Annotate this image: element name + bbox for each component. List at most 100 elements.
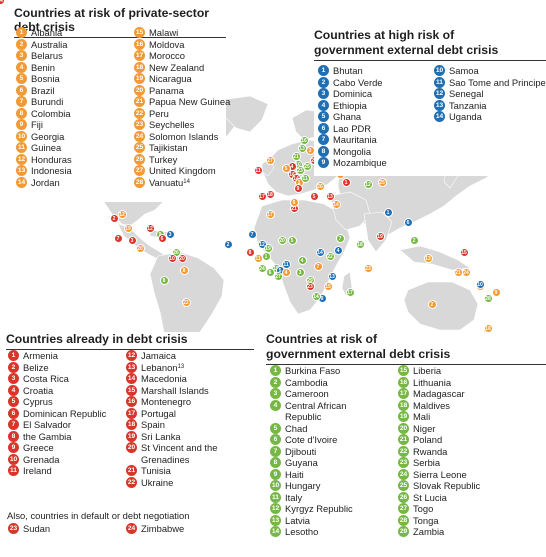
legend-country-name: Montenegro: [141, 396, 192, 407]
map-marker: 15: [459, 247, 469, 257]
map-marker: 7: [335, 233, 345, 243]
external-risk-title-2: government external debt crisis: [266, 347, 546, 365]
legend-number-badge: 17: [126, 407, 137, 419]
legend-number-badge: 7: [270, 445, 281, 457]
legend-country-name: Solomon Islands: [149, 130, 219, 142]
legend-country-name: Djibouti: [285, 445, 317, 457]
map-marker: 17: [345, 287, 355, 297]
legend-number-badge: 5: [16, 73, 27, 84]
legend-number-badge: 23: [398, 457, 409, 468]
legend-number-badge: 27: [398, 503, 409, 514]
map-marker: 3: [165, 229, 175, 239]
legend-number-badge: 10: [434, 65, 445, 76]
legend-number-badge: 1: [16, 27, 27, 38]
external-risk-title-1: Countries at risk of: [266, 332, 378, 346]
legend-country-name: Jamaica: [141, 350, 176, 361]
map-marker: 23: [363, 263, 373, 273]
legend-number-badge: 3: [8, 373, 19, 384]
map-marker: 7: [113, 233, 123, 243]
legend-number-badge: 22: [398, 445, 409, 457]
legend-country-name: Tajikistan: [149, 142, 188, 153]
map-marker: 6: [289, 197, 299, 207]
legend-number-badge: 15: [398, 365, 409, 376]
australia-landmass: [403, 281, 479, 331]
map-marker: 13: [423, 253, 433, 263]
legend-number-badge: 11: [16, 142, 27, 153]
legend-number-badge: 9: [270, 468, 281, 480]
legend-country-name: Slovak Republic: [413, 480, 481, 491]
legend-country-name: Madagascar: [413, 388, 465, 399]
map-marker: 12: [363, 179, 373, 189]
legend-country-name: Hungary: [285, 480, 321, 491]
legend-country-name: Lebanon13: [141, 361, 185, 373]
legend-number-badge: 14: [270, 526, 281, 537]
map-marker: 11: [281, 259, 291, 269]
map-marker: 22: [325, 251, 335, 261]
legend-country-name: Burundi: [31, 96, 64, 107]
legend-country-name: Bosnia: [31, 73, 60, 84]
map-marker: 13: [297, 143, 307, 153]
map-marker: 18: [265, 189, 275, 199]
legend-country-name: Sudan: [23, 523, 51, 534]
legend-number-badge: 9: [8, 442, 19, 453]
legend-country-name: Panama: [149, 84, 184, 96]
legend-footnote: 14: [183, 178, 190, 185]
map-marker: 24: [461, 267, 471, 277]
map-marker: 6: [157, 233, 167, 243]
legend-country-name: Dominica: [333, 88, 373, 99]
map-marker: 6: [265, 267, 275, 277]
legend-country-name: Latvia: [285, 514, 311, 526]
legend-number-badge: 2: [270, 376, 281, 388]
legend-country-name: Cameroon: [285, 388, 329, 399]
map-marker: 2: [223, 239, 233, 249]
map-marker: 5: [309, 191, 319, 201]
map-marker: 20: [135, 243, 145, 253]
external-high-risk-title-1: Countries at high risk of: [314, 28, 455, 42]
map-marker: 15: [323, 281, 333, 291]
legend-country-name: Ukraine: [141, 476, 174, 488]
legend-number-badge: 2: [8, 361, 19, 373]
legend-country-name: Grenada: [23, 453, 60, 465]
legend-country-name: Albania: [31, 27, 63, 38]
legend-country-name: El Salvador: [23, 419, 71, 430]
legend-country-name: Tanzania: [449, 99, 487, 111]
map-marker: 23: [305, 281, 315, 291]
map-marker: 11: [300, 173, 310, 183]
legend-number-badge: 5: [270, 422, 281, 434]
legend-country-name: Bhutan: [333, 65, 363, 76]
legend-number-badge: 24: [134, 130, 145, 142]
map-marker: 11: [253, 253, 263, 263]
legend-country-name: Liberia: [413, 365, 442, 376]
map-marker: 26: [315, 181, 325, 191]
legend-number-badge: 12: [270, 503, 281, 514]
legend-number-badge: 4: [8, 384, 19, 396]
legend-country-name: Vanuatu14: [149, 176, 190, 188]
legend-number-badge: 26: [134, 153, 145, 165]
legend-country-name: Malawi: [149, 27, 179, 38]
legend-number-badge: 10: [270, 480, 281, 491]
map-marker: 12: [145, 223, 155, 233]
map-marker: 9: [293, 183, 303, 193]
legend-country-name: Croatia: [23, 384, 54, 396]
legend-number-badge: 8: [8, 430, 19, 442]
legend-country-name: Tonga: [413, 514, 439, 526]
legend-number-badge: 7: [318, 134, 329, 145]
legend-number-badge: 14: [126, 373, 137, 384]
legend-number-badge: 9: [318, 157, 329, 168]
map-marker: 7: [247, 229, 257, 239]
legend-number-badge: 6: [16, 84, 27, 96]
legend-country-name: Jordan: [31, 176, 60, 188]
legend-number-badge: 4: [270, 399, 281, 411]
legend-number-badge: 24: [398, 468, 409, 480]
legend-number-badge: 7: [8, 419, 19, 430]
legend-number-badge: 11: [434, 76, 445, 88]
legend-number-badge: 21: [134, 96, 145, 107]
legend-number-badge: 2: [16, 38, 27, 50]
legend-footnote: 13: [177, 363, 185, 370]
legend-country-name: Belize: [23, 361, 49, 373]
legend-country-name: Uganda: [449, 111, 482, 122]
in-crisis-title: Countries already in debt crisis: [6, 332, 254, 350]
map-marker: 12: [117, 209, 127, 219]
map-marker: 8: [159, 275, 169, 285]
legend-country-name: Dominican Republic: [23, 407, 107, 419]
